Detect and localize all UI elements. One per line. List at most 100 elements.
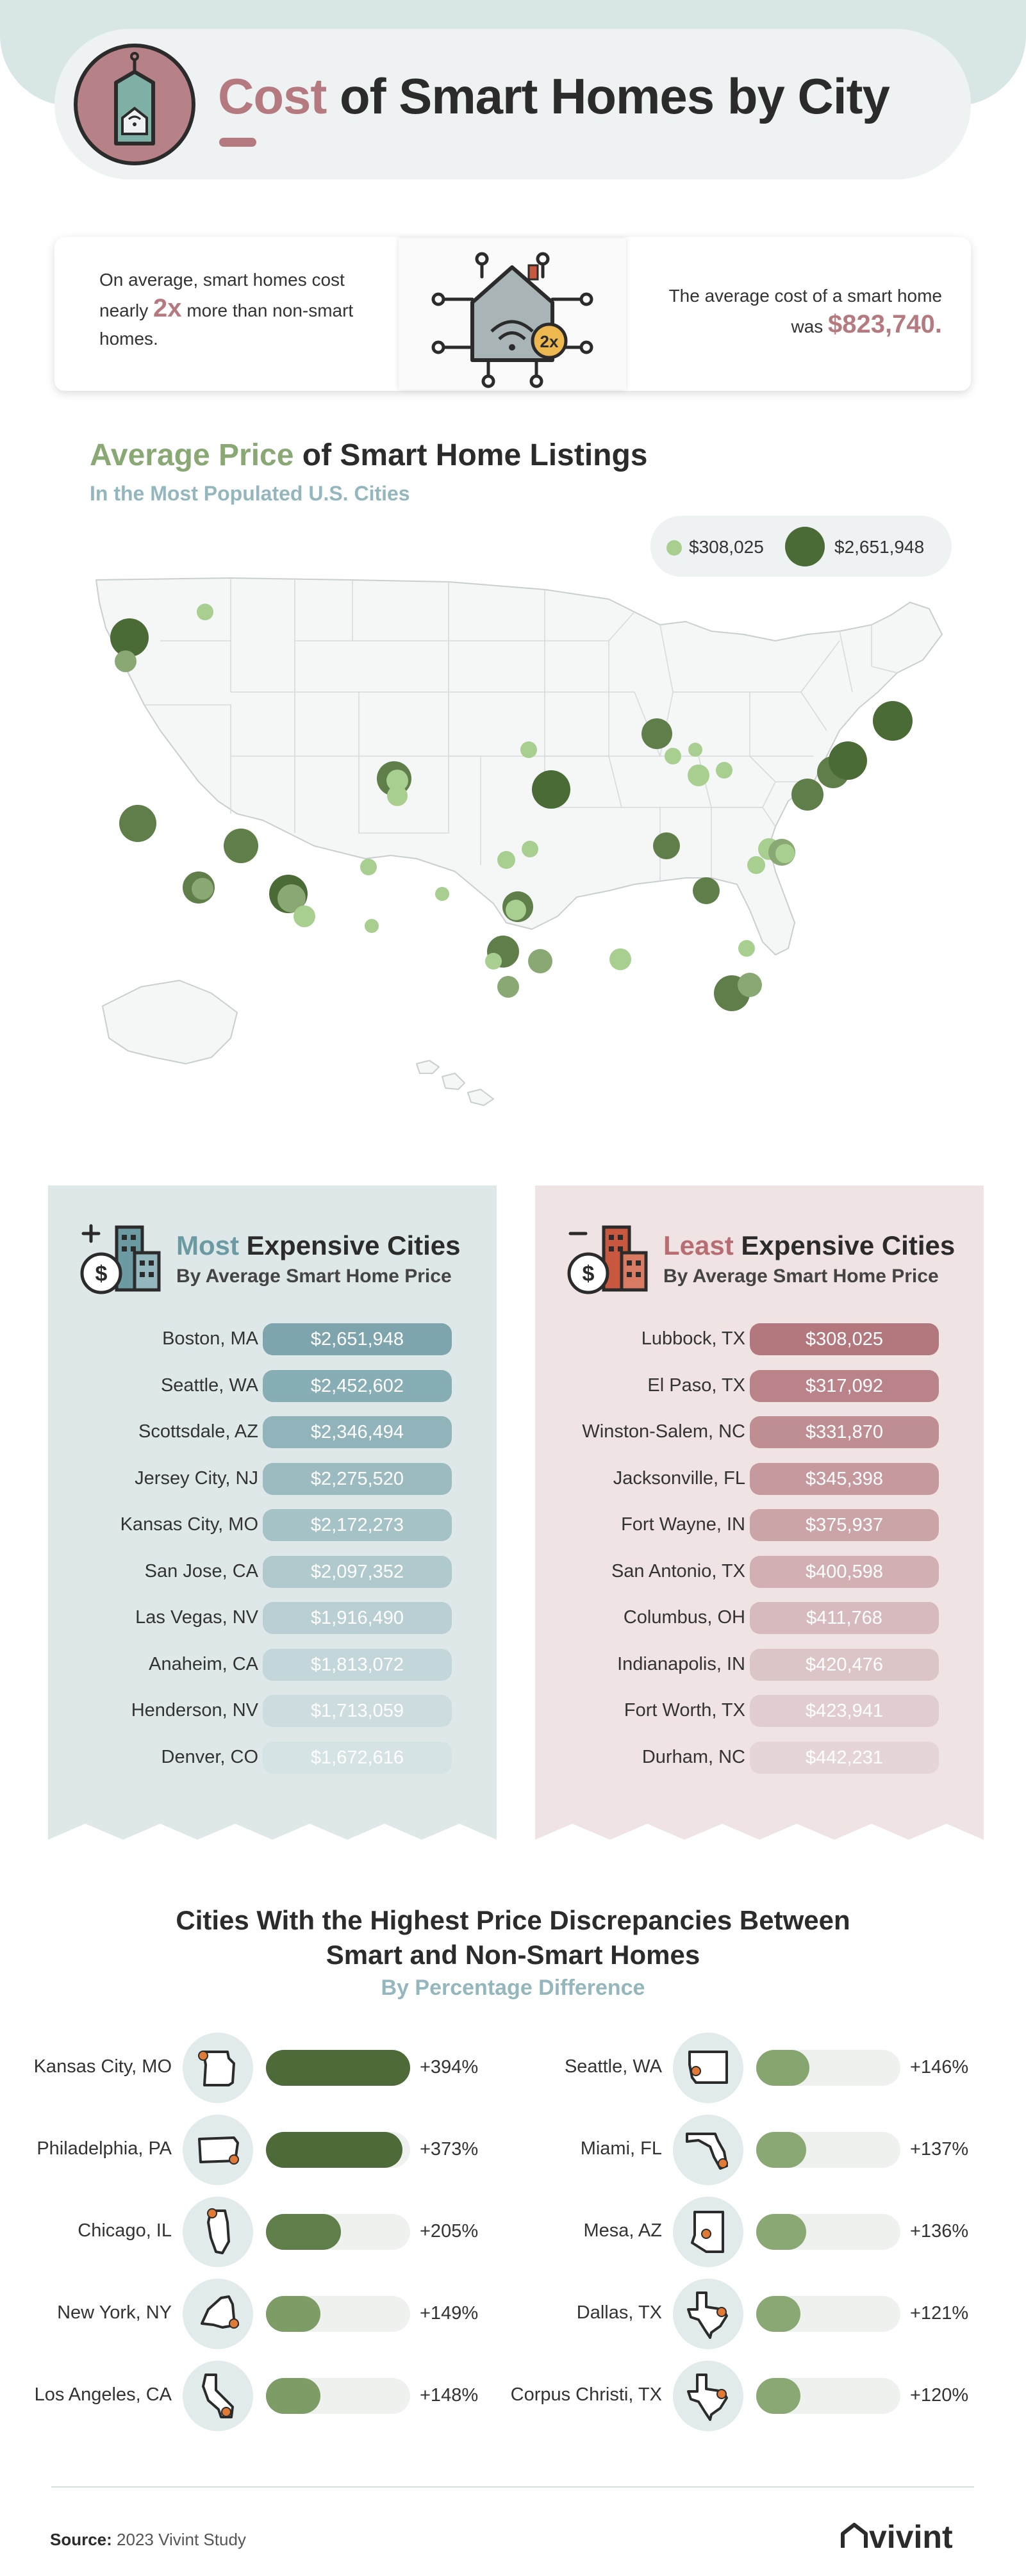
discrepancy-subtitle: By Percentage Difference	[381, 1976, 645, 2000]
percentage-label: +148%	[420, 2385, 479, 2406]
most-expensive-panel: $ Most Expensive Cities By Average Smart…	[48, 1185, 497, 1853]
list-item: Los Angeles, CA +148%	[0, 2361, 1026, 2431]
map-dot	[641, 718, 672, 749]
price-badge: $420,476	[750, 1648, 939, 1681]
price-badge: $2,275,520	[263, 1462, 452, 1495]
affordable-buildings-icon: $	[567, 1225, 648, 1294]
map-dot	[665, 748, 681, 764]
percentage-label: +149%	[420, 2303, 479, 2324]
percentage-label: +394%	[420, 2057, 479, 2077]
price-badge: $1,672,616	[263, 1741, 452, 1774]
map-title: Average Price of Smart Home Listings	[90, 438, 648, 473]
table-row: Winston-Salem, NC $331,870	[535, 1416, 984, 1463]
california-icon	[183, 2361, 253, 2431]
discrepancy-city: Dallas, TX	[576, 2302, 662, 2323]
table-row: Boston, MA $2,651,948	[48, 1323, 497, 1370]
percentage-bar	[756, 2296, 900, 2332]
map-dot	[520, 741, 537, 758]
pennsylvania-icon	[183, 2115, 253, 2185]
table-row: Fort Worth, TX $423,941	[535, 1695, 984, 1742]
map-city-dots	[110, 604, 913, 1011]
city-name: Kansas City, MO	[120, 1514, 258, 1535]
city-name: Jersey City, NJ	[135, 1467, 258, 1489]
map-dot	[485, 953, 502, 970]
discrepancy-city: Corpus Christi, TX	[510, 2384, 662, 2405]
least-title-accent: Least	[663, 1230, 734, 1260]
price-tag-smart-home-icon	[74, 44, 195, 165]
discrepancy-title-line1: Cities With the Highest Price Discrepanc…	[176, 1905, 850, 1935]
percentage-bar	[756, 2214, 900, 2250]
map-dot	[688, 743, 702, 757]
map-title-accent: Average Price	[90, 438, 294, 472]
svg-text:$: $	[583, 1262, 595, 1286]
price-badge: $375,937	[750, 1509, 939, 1541]
percentage-bar-fill	[756, 2378, 800, 2414]
least-panel-title: Least Expensive Cities	[663, 1230, 955, 1261]
most-title-accent: Most	[176, 1230, 239, 1260]
map-dot	[224, 829, 258, 863]
badge-label: 2x	[540, 332, 559, 351]
discrepancy-city: Seattle, WA	[564, 2056, 662, 2077]
discrepancy-city: Chicago, IL	[78, 2220, 172, 2241]
stat-right-big: $823,740.	[828, 310, 942, 338]
discrepancy-city: Philadelphia, PA	[37, 2138, 172, 2159]
table-row: Scottsdale, AZ $2,346,494	[48, 1416, 497, 1463]
map-dot	[791, 779, 823, 811]
percentage-bar-fill	[266, 2378, 320, 2414]
texas-icon	[673, 2279, 743, 2349]
title-rest: of Smart Homes by City	[326, 68, 890, 124]
stat-comparison: On average, smart homes cost nearly 2x m…	[99, 266, 375, 353]
most-panel-subtitle: By Average Smart Home Price	[176, 1266, 452, 1287]
table-row: Jacksonville, FL $345,398	[535, 1462, 984, 1510]
city-name: Boston, MA	[162, 1328, 258, 1349]
legend-small-dot	[666, 540, 682, 556]
vivint-logo: vivint	[840, 2518, 953, 2555]
table-row: Anaheim, CA $1,813,072	[48, 1648, 497, 1696]
svg-text:$: $	[95, 1262, 108, 1286]
map-dot	[738, 940, 755, 957]
legend-max-label: $2,651,948	[834, 537, 925, 557]
illinois-icon	[183, 2197, 253, 2267]
percentage-label: +137%	[910, 2139, 969, 2159]
percentage-bar-fill	[756, 2050, 809, 2086]
map-dot	[119, 805, 156, 842]
map-dot	[497, 851, 515, 869]
map-dot	[387, 786, 408, 806]
list-item: Philadelphia, PA +373%	[0, 2115, 1026, 2185]
vivint-logo-text: vivint	[869, 2519, 953, 2555]
percentage-bar	[756, 2050, 900, 2086]
list-item: Mesa, AZ +136%	[0, 2197, 1026, 2267]
stats-center-panel: 2x	[399, 238, 626, 390]
price-badge: $1,916,490	[263, 1602, 452, 1634]
price-badge: $308,025	[750, 1323, 939, 1355]
list-item: Corpus Christi, TX +120%	[0, 2361, 1026, 2431]
missouri-icon	[183, 2033, 253, 2103]
percentage-bar-fill	[756, 2132, 806, 2168]
discrepancy-city: New York, NY	[57, 2302, 172, 2323]
least-panel-subtitle: By Average Smart Home Price	[663, 1266, 939, 1287]
map-dot	[532, 770, 570, 809]
most-expensive-list: Boston, MA $2,651,948 Seattle, WA $2,452,60…	[48, 1323, 497, 1788]
arizona-icon	[673, 2197, 743, 2267]
table-row: Indianapolis, IN $420,476	[535, 1648, 984, 1696]
source-note: Source: 2023 Vivint Study	[50, 2530, 246, 2550]
stat-right-pre: The average cost of a smart home was	[668, 286, 942, 336]
percentage-bar-fill	[266, 2050, 410, 2086]
least-expensive-panel: $ Least Expensive Cities By Average Smar…	[535, 1185, 984, 1853]
title-underline	[219, 138, 256, 147]
table-row: Columbus, OH $411,768	[535, 1602, 984, 1649]
most-panel-title: Most Expensive Cities	[176, 1230, 461, 1261]
city-name: San Antonio, TX	[611, 1560, 745, 1581]
expensive-buildings-icon: $	[80, 1224, 161, 1294]
map-dot	[747, 856, 765, 874]
map-subtitle: In the Most Populated U.S. Cities	[90, 482, 410, 505]
price-badge: $2,097,352	[263, 1555, 452, 1588]
florida-icon	[673, 2115, 743, 2185]
table-row: San Antonio, TX $400,598	[535, 1555, 984, 1603]
list-item: Miami, FL +137%	[0, 2115, 1026, 2185]
price-badge: $1,813,072	[263, 1648, 452, 1681]
percentage-bar	[756, 2132, 900, 2168]
discrepancy-city: Mesa, AZ	[583, 2220, 663, 2241]
percentage-label: +146%	[910, 2057, 969, 2077]
source-label: Source:	[50, 2530, 112, 2549]
